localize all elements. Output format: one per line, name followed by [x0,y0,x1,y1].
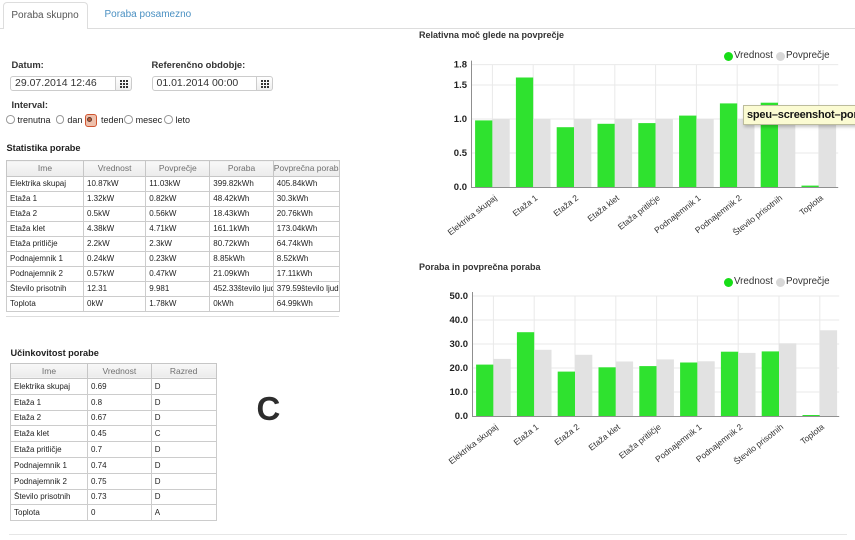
svg-text:0.0: 0.0 [455,411,468,422]
svg-text:Elektrika skupaj: Elektrika skupaj [447,422,500,467]
svg-text:Etaža klet: Etaža klet [585,192,621,223]
svg-text:Toplota: Toplota [797,193,825,218]
svg-text:30.0: 30.0 [450,339,469,350]
svg-text:0.5: 0.5 [454,148,468,159]
svg-text:0.0: 0.0 [454,182,467,193]
svg-text:Etaža klet: Etaža klet [586,421,622,452]
svg-text:Etaža 2: Etaža 2 [552,422,581,448]
svg-text:Etaža 1: Etaža 1 [511,193,540,219]
svg-text:1.8: 1.8 [454,60,467,71]
svg-text:Toplota: Toplota [798,422,826,447]
svg-text:Elektrika skupaj: Elektrika skupaj [446,193,499,238]
svg-text:Etaža 2: Etaža 2 [551,193,580,219]
svg-text:40.0: 40.0 [450,315,469,326]
svg-text:10.0: 10.0 [450,387,469,398]
svg-text:20.0: 20.0 [450,363,469,374]
svg-text:1.0: 1.0 [454,114,467,125]
svg-text:Etaža 1: Etaža 1 [512,422,541,448]
svg-text:50.0: 50.0 [450,291,469,302]
svg-text:1.5: 1.5 [454,80,468,91]
